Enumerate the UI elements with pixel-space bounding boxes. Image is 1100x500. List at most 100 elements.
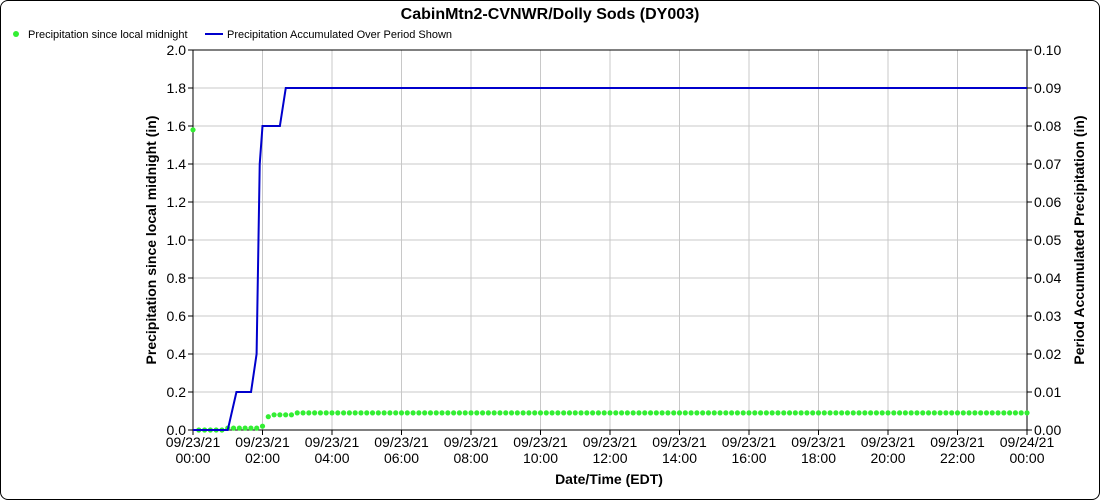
- x-axis-title: Date/Time (EDT): [555, 471, 663, 487]
- data-point-precip-since-midnight: [508, 410, 515, 416]
- data-point-precip-since-midnight: [676, 410, 683, 416]
- x-tick-label-time: 12:00: [592, 450, 627, 466]
- data-point-precip-since-midnight: [526, 410, 532, 416]
- x-tick-label-date: 09/23/21: [305, 434, 360, 450]
- chart-title: CabinMtn2-CVNWR/Dolly Sods (DY003): [401, 6, 700, 23]
- data-point-precip-since-midnight: [381, 410, 387, 416]
- data-point-precip-since-midnight: [248, 425, 254, 431]
- data-point-precip-since-midnight: [653, 410, 659, 416]
- data-point-precip-since-midnight: [590, 410, 596, 416]
- x-tick-label-time: 14:00: [662, 450, 697, 466]
- x-tick-label-time: 22:00: [940, 450, 975, 466]
- data-point-precip-since-midnight: [312, 410, 318, 416]
- data-point-precip-since-midnight: [317, 410, 324, 416]
- x-tick-label-date: 09/23/21: [722, 434, 777, 450]
- data-point-precip-since-midnight: [358, 410, 364, 416]
- data-point-precip-since-midnight: [190, 127, 196, 133]
- data-point-precip-since-midnight: [896, 410, 903, 416]
- data-point-precip-since-midnight: [514, 410, 520, 416]
- x-tick-label-date: 09/23/21: [513, 434, 568, 450]
- data-point-precip-since-midnight: [624, 410, 630, 416]
- data-point-precip-since-midnight: [445, 410, 451, 416]
- y-tick-label-right: 0.09: [1034, 80, 1061, 96]
- data-point-precip-since-midnight: [404, 410, 410, 416]
- data-point-precip-since-midnight: [989, 410, 995, 416]
- data-point-precip-since-midnight: [902, 410, 908, 416]
- data-point-precip-since-midnight: [468, 410, 474, 416]
- data-point-precip-since-midnight: [775, 410, 781, 416]
- data-point-precip-since-midnight: [503, 410, 509, 416]
- x-tick-label-date: 09/23/21: [930, 434, 985, 450]
- data-point-precip-since-midnight: [943, 410, 949, 416]
- data-point-precip-since-midnight: [497, 410, 503, 416]
- axes: 0.0 0.00 0.2 0.01 0.4 0.02 0.6 0.03 0.8 0.04 1.0 0.…: [166, 42, 1062, 466]
- data-point-precip-since-midnight: [491, 410, 497, 416]
- data-point-precip-since-midnight: [306, 410, 312, 416]
- y-tick-label-left: 0.6: [167, 308, 187, 324]
- data-point-precip-since-midnight: [242, 425, 248, 431]
- x-tick-label-time: 08:00: [453, 450, 488, 466]
- data-point-precip-since-midnight: [879, 410, 885, 416]
- y-tick-label-right: 0.08: [1034, 118, 1061, 134]
- data-point-precip-since-midnight: [792, 410, 798, 416]
- y-tick-label-right: 0.06: [1034, 194, 1061, 210]
- y-tick-label-left: 0.8: [167, 270, 187, 286]
- data-point-precip-since-midnight: [277, 412, 283, 418]
- data-point-precip-since-midnight: [810, 410, 816, 416]
- data-point-precip-since-midnight: [416, 410, 422, 416]
- data-point-precip-since-midnight: [1018, 410, 1024, 416]
- data-point-precip-since-midnight: [566, 410, 573, 416]
- data-point-precip-since-midnight: [352, 410, 358, 416]
- data-point-precip-since-midnight: [474, 410, 480, 416]
- legend-marker-precip-since-midnight: [13, 31, 19, 37]
- data-point-precip-since-midnight: [908, 410, 914, 416]
- x-tick-label-time: 18:00: [801, 450, 836, 466]
- data-point-precip-since-midnight: [254, 425, 260, 431]
- data-point-precip-since-midnight: [983, 410, 990, 416]
- y-tick-label-left: 2.0: [167, 42, 187, 58]
- data-point-precip-since-midnight: [954, 410, 961, 416]
- y-tick-label-left: 0.2: [167, 384, 187, 400]
- data-point-precip-since-midnight: [364, 410, 370, 416]
- data-point-precip-since-midnight: [839, 410, 845, 416]
- data-point-precip-since-midnight: [427, 410, 434, 416]
- data-point-precip-since-midnight: [595, 410, 602, 416]
- y-tick-label-left: 1.0: [167, 232, 187, 248]
- data-point-precip-since-midnight: [433, 410, 439, 416]
- data-point-precip-since-midnight: [520, 410, 526, 416]
- data-point-precip-since-midnight: [966, 410, 972, 416]
- data-point-precip-since-midnight: [804, 410, 810, 416]
- data-point-precip-since-midnight: [340, 410, 347, 416]
- x-tick-label-date: 09/23/21: [444, 434, 499, 450]
- y-tick-label-left: 1.8: [167, 80, 187, 96]
- data-point-precip-since-midnight: [1007, 410, 1013, 416]
- data-point-precip-since-midnight: [937, 410, 943, 416]
- data-point-precip-since-midnight: [265, 414, 271, 420]
- data-point-precip-since-midnight: [757, 410, 764, 416]
- data-point-precip-since-midnight: [335, 410, 341, 416]
- data-point-precip-since-midnight: [532, 410, 538, 416]
- data-point-precip-since-midnight: [746, 410, 752, 416]
- data-point-precip-since-midnight: [647, 410, 654, 416]
- x-tick-label-time: 20:00: [870, 450, 905, 466]
- data-point-precip-since-midnight: [717, 410, 723, 416]
- y-tick-label-left: 0.0: [167, 422, 187, 438]
- y-tick-label-right: 0.04: [1034, 270, 1061, 286]
- x-tick-label-time: 16:00: [731, 450, 766, 466]
- data-point-precip-since-midnight: [618, 410, 625, 416]
- data-point-precip-since-midnight: [827, 410, 833, 416]
- y-tick-label-right: 0.03: [1034, 308, 1061, 324]
- data-point-precip-since-midnight: [891, 410, 897, 416]
- data-point-precip-since-midnight: [630, 410, 636, 416]
- data-point-precip-since-midnight: [960, 410, 966, 416]
- data-point-precip-since-midnight: [601, 410, 607, 416]
- data-point-precip-since-midnight: [769, 410, 775, 416]
- data-point-precip-since-midnight: [584, 410, 590, 416]
- data-point-precip-since-midnight: [549, 410, 555, 416]
- series: [190, 87, 1030, 433]
- data-point-precip-since-midnight: [781, 410, 787, 416]
- data-point-precip-since-midnight: [914, 410, 920, 416]
- data-point-precip-since-midnight: [711, 410, 717, 416]
